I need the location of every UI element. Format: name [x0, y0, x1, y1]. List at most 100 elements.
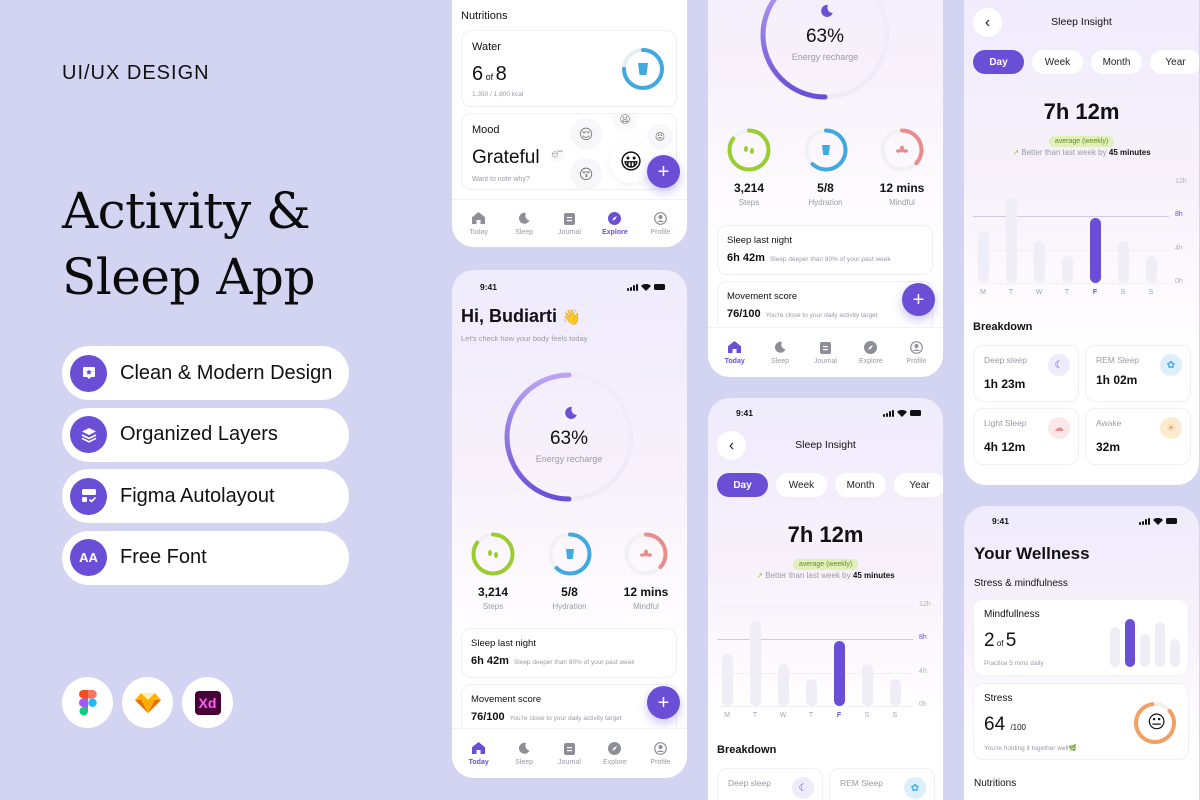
goal-line — [717, 639, 913, 641]
compass-icon — [608, 741, 622, 755]
stats-row: 3,214 Steps 5/8 Hydration 12 mins Mindfu… — [714, 128, 937, 207]
greeting-subtitle: Let's check how your body feels today — [461, 334, 588, 343]
tab-year[interactable]: Year — [1150, 50, 1199, 74]
mood-value: Grateful — [472, 147, 540, 168]
mood-option-angry[interactable]: 😡 — [647, 124, 673, 150]
y-axis-label: 4h — [1175, 244, 1183, 252]
chart-bar[interactable] — [889, 679, 901, 706]
add-button[interactable]: + — [647, 155, 680, 188]
chart-bar[interactable] — [833, 641, 845, 706]
nav-journal[interactable]: Journal — [547, 212, 592, 236]
stat-steps[interactable]: 3,214 Steps — [458, 532, 528, 611]
nav-journal[interactable]: Journal — [547, 742, 592, 766]
mood-sub: Want to note why? — [472, 176, 530, 183]
tab-week[interactable]: Week — [1032, 50, 1083, 74]
stat-hydration[interactable]: 5/8 Hydration — [535, 532, 605, 611]
mood-option-sleepy[interactable]: 😴 — [550, 148, 564, 162]
back-button[interactable]: ‹ — [717, 431, 746, 460]
chart-bar[interactable] — [1089, 218, 1101, 283]
energy-percent: 63% — [805, 26, 845, 47]
movement-score-card[interactable]: Movement score 76/100 You're close to you… — [461, 684, 677, 734]
y-axis-label: 4h — [919, 667, 927, 675]
feature-label: Figma Autolayout — [120, 484, 275, 507]
stat-mindful[interactable]: 12 mins Mindful — [867, 128, 937, 207]
breakdown-awake[interactable]: Awake 32m ☀ — [1085, 408, 1191, 465]
moon-icon — [565, 406, 577, 419]
x-axis-label: W — [779, 712, 787, 719]
breakdown-light-sleep[interactable]: Light Sleep 4h 12m ☁ — [973, 408, 1079, 465]
chart-bar[interactable] — [977, 231, 989, 283]
nav-sleep[interactable]: Sleep — [501, 212, 546, 236]
mood-title: Mood — [472, 124, 500, 136]
tab-year[interactable]: Year — [894, 473, 943, 497]
nav-explore[interactable]: Explore — [592, 741, 637, 766]
mood-option-kiss[interactable]: 😚 — [570, 158, 602, 189]
chart-bar[interactable] — [777, 664, 789, 706]
x-axis-label: T — [808, 712, 814, 719]
tab-month[interactable]: Month — [1091, 50, 1142, 74]
mood-card[interactable]: Mood Grateful Want to note why? 😌 😫 😡 😴 … — [461, 113, 677, 190]
nav-profile[interactable]: Profile — [638, 741, 683, 766]
stat-mindful[interactable]: 12 mins Mindful — [611, 532, 681, 611]
tab-month[interactable]: Month — [835, 473, 886, 497]
stress-card[interactable]: Stress 64 /100 You're holding it togethe… — [973, 683, 1189, 760]
battery-icon — [910, 410, 921, 416]
breakdown-title: Breakdown — [973, 321, 1033, 333]
nav-explore[interactable]: Explore — [592, 211, 637, 236]
mood-option-tired[interactable]: 😫 — [612, 114, 638, 132]
glass-icon — [565, 549, 574, 559]
nav-sleep[interactable]: Sleep — [501, 742, 546, 766]
chart-bar[interactable] — [1061, 256, 1073, 283]
sleep-last-night-card[interactable]: Sleep last night 6h 42m Sleep deeper than… — [461, 628, 677, 678]
water-title: Water — [472, 41, 501, 53]
chart-bar[interactable] — [861, 664, 873, 706]
nav-sleep[interactable]: Sleep — [757, 341, 802, 365]
average-sleep: 7h 12m — [787, 522, 864, 547]
tab-week[interactable]: Week — [776, 473, 827, 497]
add-button[interactable]: + — [647, 686, 680, 719]
movement-card-value: 76/100 — [471, 711, 505, 723]
water-card[interactable]: Water 6 of 8 1,350 / 1,800 kcal — [461, 30, 677, 107]
tab-day[interactable]: Day — [973, 50, 1024, 74]
stat-steps[interactable]: 3,214 Steps — [714, 128, 784, 207]
sleep-last-night-card[interactable]: Sleep last night 6h 42m Sleep deeper than… — [717, 225, 933, 275]
nav-explore[interactable]: Explore — [848, 340, 893, 365]
chart-bar[interactable] — [721, 654, 733, 706]
tab-day[interactable]: Day — [717, 473, 768, 497]
chart-bar[interactable] — [1005, 198, 1017, 283]
add-button[interactable]: + — [902, 283, 935, 316]
star-badge-icon — [70, 354, 107, 392]
x-axis-label: S — [1148, 289, 1154, 296]
stat-hydration[interactable]: 5/8 Hydration — [791, 128, 861, 207]
nav-profile[interactable]: Profile — [638, 211, 683, 236]
moon-icon: ☾ — [1048, 354, 1070, 376]
energy-ring — [504, 372, 634, 502]
wifi-icon — [897, 409, 907, 417]
nav-profile[interactable]: Profile — [894, 340, 939, 365]
back-button[interactable]: ‹ — [973, 8, 1002, 37]
mood-option-grinning[interactable]: 😀 — [610, 141, 652, 183]
range-tabs: Day Week Month Year — [717, 473, 943, 497]
mood-option-calm[interactable]: 😌 — [570, 118, 602, 150]
nav-today[interactable]: Today — [712, 341, 757, 365]
x-axis-label: T — [752, 712, 758, 719]
nav-today[interactable]: Today — [456, 742, 501, 766]
feature-list: Clean & Modern Design Organized Layers F… — [62, 346, 349, 592]
chart-bar[interactable] — [1145, 256, 1157, 283]
chart-bar[interactable] — [1117, 241, 1129, 283]
movement-score-card[interactable]: Movement score 76/100 You're close to you… — [717, 281, 933, 331]
nav-today[interactable]: Today — [456, 212, 501, 236]
x-axis-label: F — [836, 712, 842, 719]
trend-text: ↗ Better than last week by 45 minutes — [1012, 148, 1151, 157]
feature-pill: AA Free Font — [62, 530, 349, 585]
chart-bar[interactable] — [805, 679, 817, 706]
journal-icon — [819, 341, 832, 354]
chart-bar[interactable] — [1033, 241, 1045, 283]
chart-bar[interactable] — [749, 621, 761, 706]
nav-journal[interactable]: Journal — [803, 341, 848, 365]
mindfulness-card[interactable]: Mindfullness 2 of 5 Practice 5 mins dail… — [973, 599, 1189, 676]
